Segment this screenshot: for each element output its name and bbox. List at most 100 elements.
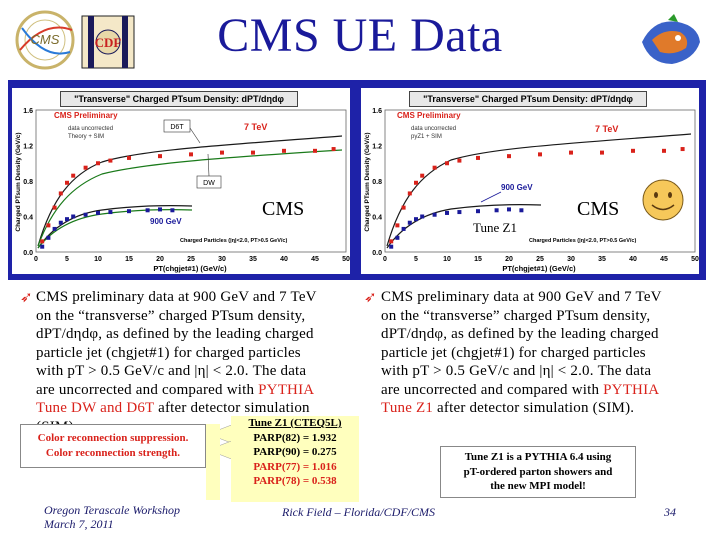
bullet-right-line: are uncorrected and compared with PYTHIA (381, 381, 716, 400)
plot-right-cms-tag: CMS (577, 198, 620, 220)
data-point-7tev (71, 173, 76, 178)
data-point-7tev (46, 223, 51, 228)
data-point-900gev (401, 226, 406, 231)
y-tick-label: 1.6 (372, 108, 382, 115)
data-point-7tev (395, 223, 400, 228)
plot-right-900: 900 GeV (501, 183, 533, 192)
x-tick-label: 20 (505, 256, 513, 263)
footer-author: Rick Field – Florida/CDF/CMS (282, 505, 435, 519)
data-point-900gev (445, 210, 449, 215)
smiley-face-icon (642, 179, 684, 221)
data-point-7tev (52, 205, 57, 210)
x-tick-label: 15 (474, 256, 482, 263)
data-point-7tev (432, 165, 437, 170)
data-point-7tev (127, 155, 131, 160)
plot-right-svg: 0 5 10 15 20 25 30 35 40 45 50 0.0 0.4 0.8 1.2 1.6 CMS … (364, 108, 699, 273)
footer-event-date: March 7, 2011 (44, 517, 114, 531)
tune-z1-highlight: Tune Z1 (381, 400, 434, 416)
data-point-900gev (414, 217, 418, 222)
data-point-7tev (600, 150, 604, 155)
data-point-900gev (407, 220, 412, 225)
footer-event-name: Oregon Terascale Workshop (44, 503, 181, 517)
x-tick-label: 20 (156, 256, 164, 263)
bullet-left-text-span: are uncorrected and compared with (36, 381, 259, 398)
data-point-900gev (40, 244, 45, 249)
data-point-7tev (331, 147, 336, 152)
tune-box-title: Tune Z1 (CTEQ5L) (248, 417, 342, 429)
plot-left-svg: 0 5 10 15 20 25 30 35 40 45 500.00.40.81.21.6 D6T … (15, 108, 350, 273)
tune-z1-params-box: Tune Z1 (CTEQ5L) PARP(82) = 1.932 PARP(9… (231, 416, 359, 502)
plot-left-prelim: CMS Preliminary (54, 111, 118, 120)
plot-right: "Transverse" Charged PTsum Density: dPT/… (361, 88, 699, 274)
plot-left-900: 900 GeV (150, 217, 182, 226)
data-point-7tev (569, 150, 573, 155)
y-tick-label: 0.8 (23, 179, 33, 186)
data-point-7tev (108, 158, 113, 163)
plot-left-sub2: Theory + SIM (68, 134, 104, 140)
color-box-line: Color reconnection strength. (45, 447, 181, 459)
tune-param-line: PARP(82) = 1.932 (253, 431, 337, 444)
plot-left-cuts: Charged Particles (|η|<2.0, PT>0.5 GeV/c… (180, 238, 287, 244)
data-point-900gev (145, 208, 150, 213)
x-tick-label: 30 (218, 256, 226, 263)
data-point-7tev (282, 148, 286, 153)
data-point-7tev (420, 173, 425, 178)
data-point-7tev (83, 165, 88, 170)
x-tick-label: 25 (536, 256, 544, 263)
bullet-left-text-span: after detector simulation (154, 400, 310, 416)
data-point-7tev (313, 148, 317, 153)
bullet-right-line: particle jet (chgjet#1) for charged part… (381, 344, 646, 361)
data-point-900gev (395, 235, 400, 240)
plot-left-xlabel: PT(chgjet#1) (GeV/c) (153, 264, 227, 273)
data-point-900gev (420, 214, 425, 219)
data-point-7tev (65, 180, 69, 185)
footer-event: Oregon Terascale Workshop March 7, 2011 (44, 503, 180, 531)
data-point-900gev (519, 208, 524, 213)
y-tick-label: 0.8 (372, 179, 382, 186)
data-point-900gev (96, 210, 100, 215)
data-point-7tev (457, 158, 462, 163)
plot-left-axes: 0 5 10 15 20 25 30 35 40 45 50 0.0 0.4 0.8 1.2 1.6 (23, 108, 350, 263)
bullet-left-line: Tune DW and D6T after detector simulatio… (36, 399, 371, 418)
data-point-7tev (538, 152, 542, 157)
data-point-7tev (662, 148, 666, 153)
data-point-7tev (58, 191, 63, 196)
plot-right-cuts: Charged Particles (|η|<2.0, PT>0.5 GeV/c… (529, 238, 636, 244)
data-point-7tev (158, 154, 162, 159)
plot-right-prelim: CMS Preliminary (397, 111, 461, 120)
tune-param-line: PARP(90) = 0.275 (253, 446, 337, 458)
bullet-left-line: CMS preliminary data at 900 GeV and 7 Te… (36, 289, 317, 305)
bullet-left-icon: ➶ (20, 290, 33, 306)
data-point-900gev (158, 207, 162, 212)
data-point-7tev (476, 155, 480, 160)
y-tick-label: 0.4 (23, 215, 33, 222)
data-point-7tev (401, 205, 406, 210)
plot-right-7tev: 7 TeV (595, 124, 618, 134)
curve-7tev-dw (37, 149, 343, 247)
florida-logo-icon (634, 12, 706, 72)
x-tick-label: 45 (311, 256, 319, 263)
x-tick-label: 10 (443, 256, 451, 263)
tune-note-line: Tune Z1 is a PYTHIA 6.4 using (464, 451, 612, 463)
bullet-right-icon: ➶ (364, 290, 377, 306)
tune-z1-note-box: Tune Z1 is a PYTHIA 6.4 using pT-ordered… (440, 446, 636, 498)
x-tick-label: 5 (414, 256, 418, 263)
pythia-highlight: PYTHIA (603, 381, 660, 398)
plot-left-sub1: data uncorrected (68, 126, 113, 132)
y-tick-label: 1.2 (372, 144, 382, 151)
tune-note-line: the new MPI model! (490, 480, 586, 492)
slide-header: CMS CDF CMS UE Data (0, 0, 720, 80)
plot-right-xlabel: PT(chgjet#1) (GeV/c) (502, 264, 576, 273)
y-tick-label: 0.0 (23, 250, 33, 257)
plot-right-curves (386, 133, 692, 249)
x-tick-label: 25 (187, 256, 195, 263)
data-point-900gev (65, 217, 69, 222)
data-point-900gev (108, 210, 113, 215)
data-point-7tev (389, 239, 394, 244)
bullet-left-text: CMS preliminary data at 900 GeV and 7 Te… (36, 288, 371, 436)
data-point-7tev (445, 161, 449, 166)
data-point-900gev (83, 212, 88, 217)
bullet-left-line: are uncorrected and compared with PYTHIA (36, 381, 371, 400)
data-point-900gev (457, 210, 462, 215)
plot-left-cms-tag: CMS (262, 198, 305, 220)
